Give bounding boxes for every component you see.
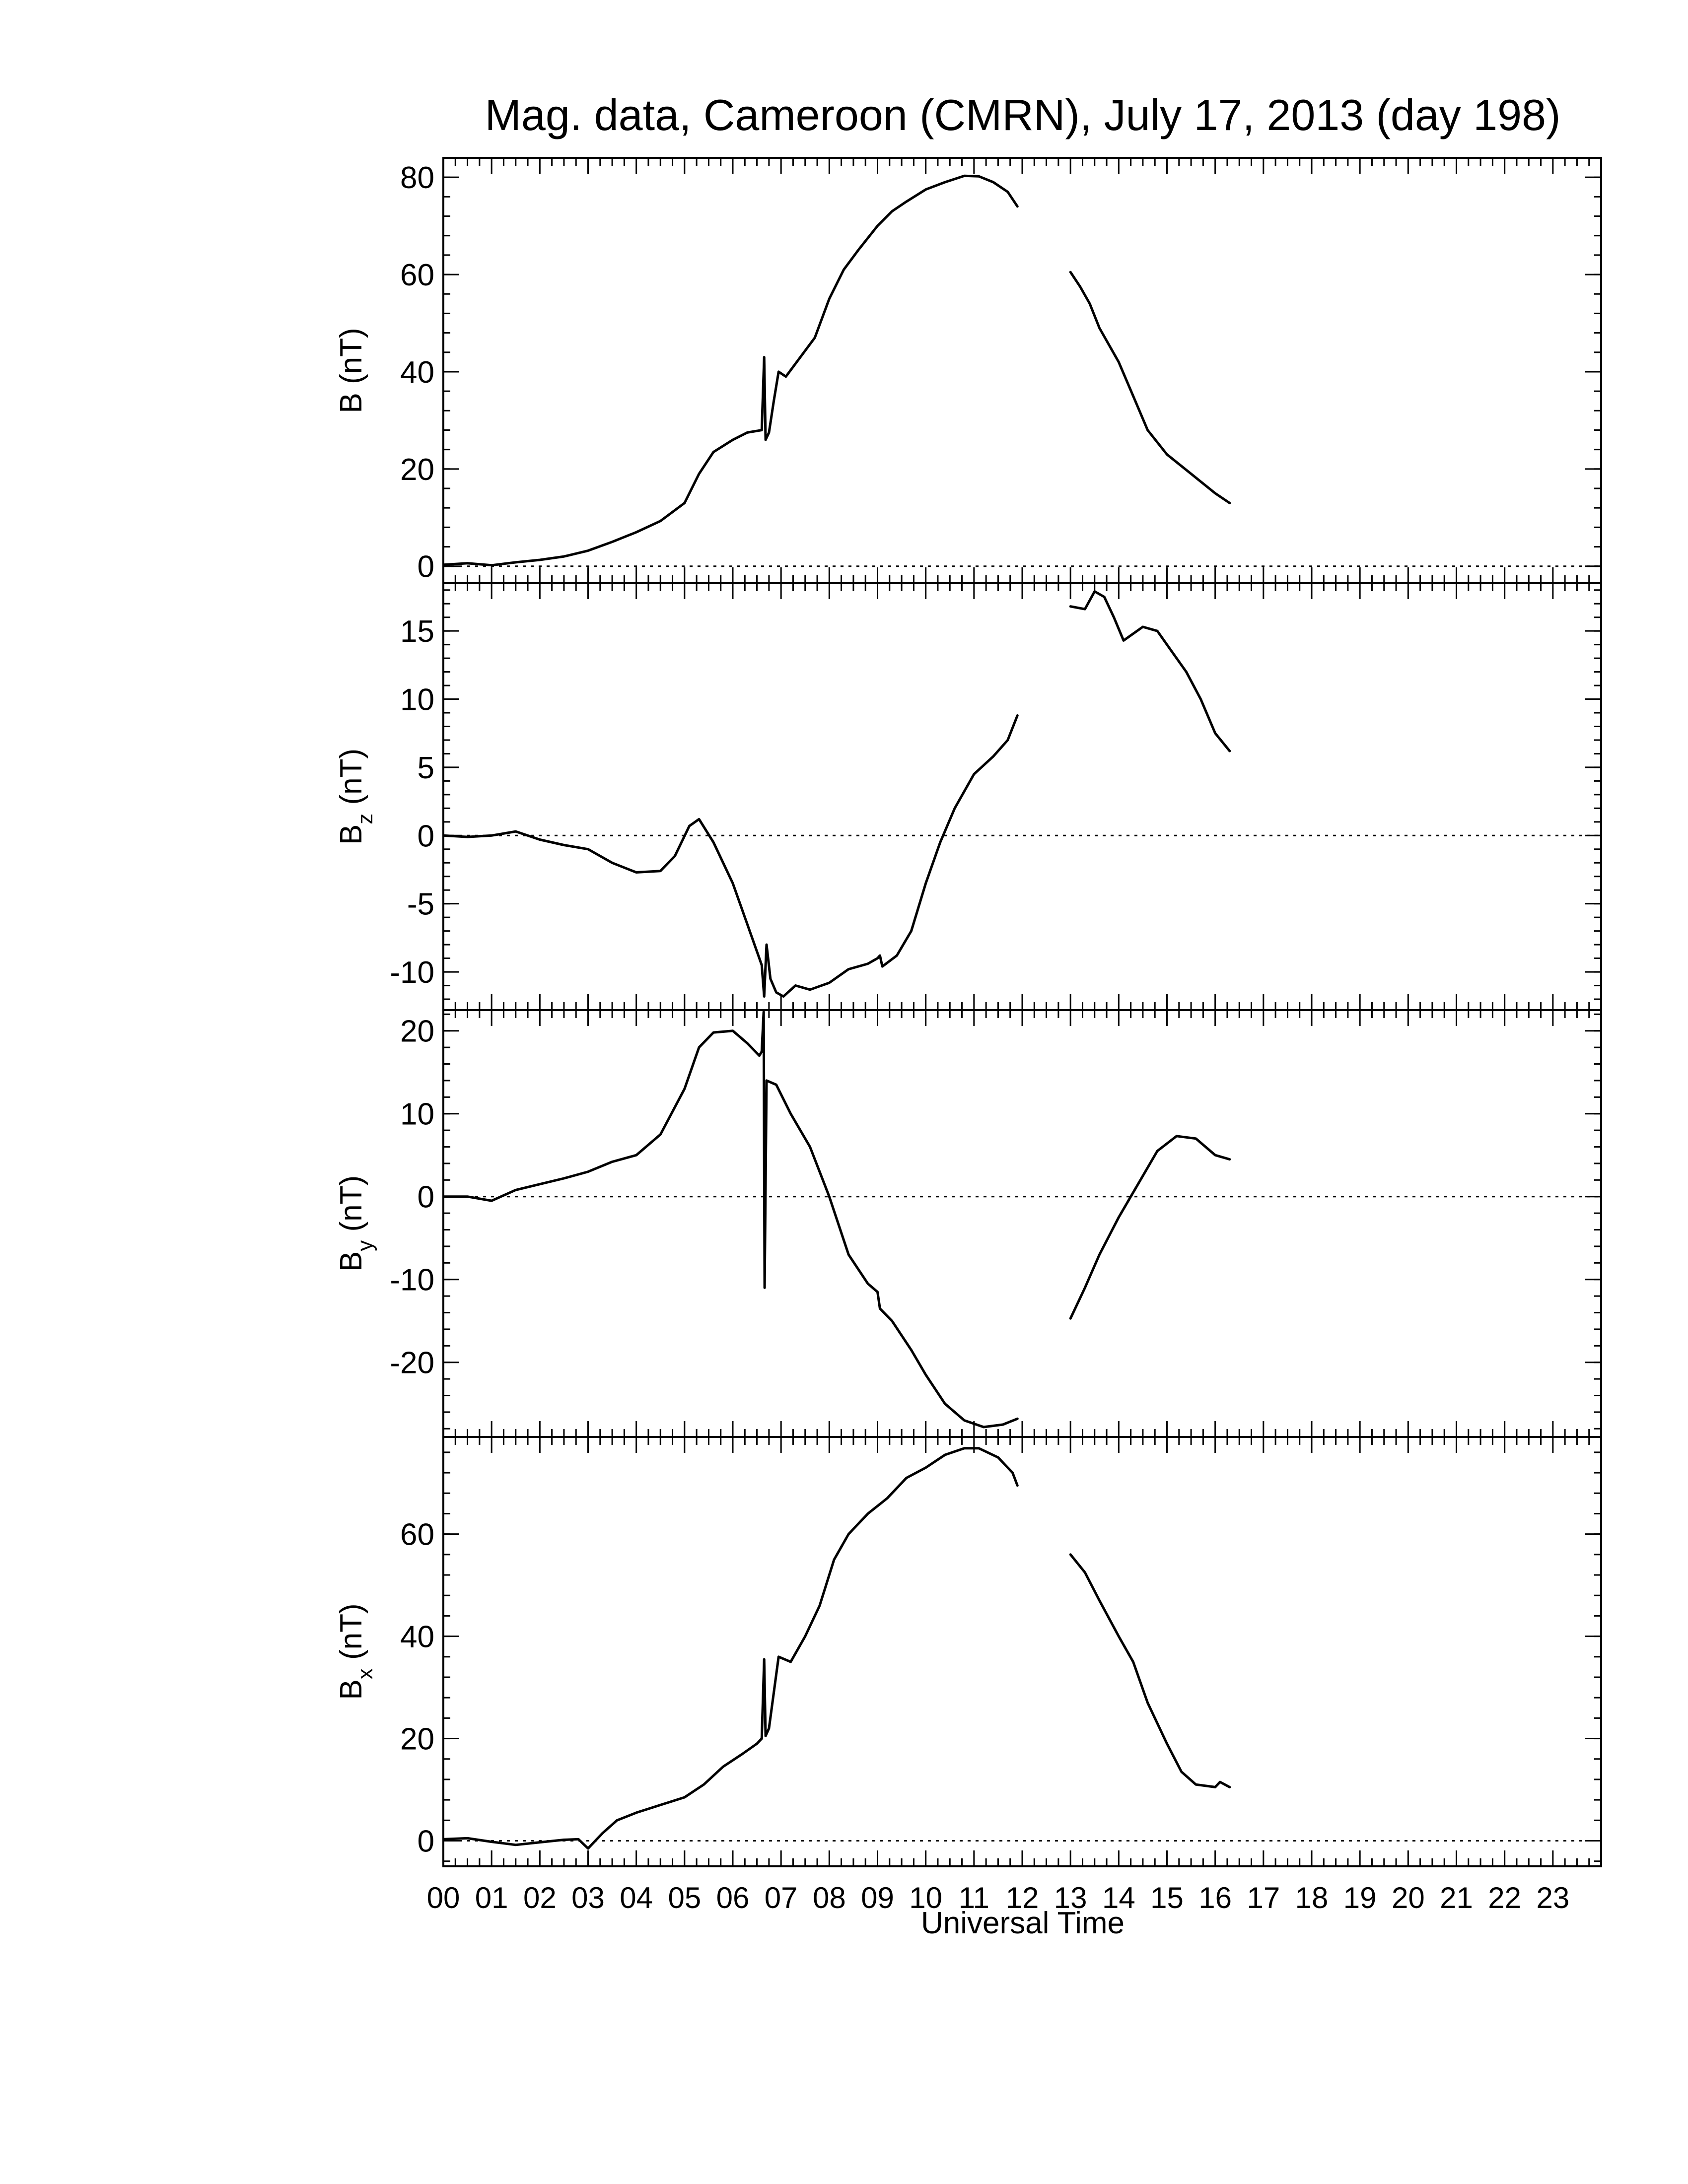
trace-Bz-segment-2 [1069,590,1231,752]
x-tick-label: 05 [668,1881,701,1914]
panel-By: -20 -10 0 10 20 By (nT) [334,1009,1602,1438]
y-tick-label: 10 [400,1097,434,1132]
trace-Bx-segment-1 [443,1447,1019,1850]
x-axis: 00 01 02 03 04 05 06 07 08 09 10 11 12 13 14 15 16 17 18 19… [427,1881,1570,1914]
y-label-unit: (nT) [334,749,368,814]
panels-group: 0 20 40 60 80 B (nT) -10 -5 0 5 10 15 Bz (nT) -20 -10 0… [334,157,1602,1867]
y-tick-label: 0 [418,1180,434,1215]
y-tick-label: 40 [400,1620,434,1654]
x-tick-label: 07 [765,1881,798,1914]
x-tick-label: 21 [1440,1881,1473,1914]
y-label-unit: (nT) [334,1175,368,1240]
y-tick-label: 20 [400,1015,434,1049]
y-label-unit: (nT) [334,328,368,393]
y-tick-label: -5 [407,887,434,922]
y-tick-label: 20 [400,1722,434,1757]
x-tick-label: 15 [1150,1881,1184,1914]
y-tick-label: 60 [400,1518,434,1552]
x-tick-label: 02 [523,1881,557,1914]
panel-B: 0 20 40 60 80 B (nT) [334,157,1602,584]
y-tick-label: 60 [400,258,434,292]
panel-frame-By [442,1009,1602,1438]
y-axis-label-Bz: Bz (nT) [334,749,377,845]
panel-frame-Bx [442,1436,1602,1867]
x-tick-label: 16 [1198,1881,1232,1914]
y-label-unit: (nT) [334,1603,368,1668]
y-label-base: B [334,1251,368,1272]
chart-title: Mag. data, Cameroon (CMRN), July 17, 201… [485,90,1561,139]
x-tick-label: 23 [1536,1881,1569,1914]
trace-By-segment-2 [1069,1135,1231,1320]
x-axis-label: Universal Time [921,1906,1125,1940]
y-label-subscript: z [353,814,377,824]
y-tick-label: 15 [400,614,434,649]
y-label-base: B [334,824,368,845]
y-label-subscript: y [353,1240,377,1251]
x-tick-label: 14 [1102,1881,1135,1914]
x-tick-label: 00 [427,1881,460,1914]
y-tick-label: -10 [390,956,434,990]
y-label-subscript: x [353,1668,377,1679]
x-tick-label: 19 [1343,1881,1377,1914]
y-label-base: B [334,393,368,413]
trace-Bx-segment-2 [1069,1553,1231,1788]
y-tick-label: 40 [400,355,434,390]
x-tick-label: 12 [1006,1881,1039,1914]
x-tick-label: 22 [1488,1881,1521,1914]
y-tick-label: 10 [400,683,434,717]
panel-frame-B [442,157,1602,584]
y-tick-label: 0 [418,1825,434,1859]
panel-Bx: 0 20 40 60 Bx (nT) [334,1436,1602,1867]
y-axis-label-Bx: Bx (nT) [334,1603,377,1700]
y-axis-label-By: By (nT) [334,1175,377,1272]
x-tick-label: 11 [959,1881,989,1914]
y-tick-label: 0 [418,550,434,584]
y-tick-label: 5 [418,751,434,785]
x-tick-label: 13 [1054,1881,1087,1914]
y-tick-label: 80 [400,161,434,195]
x-tick-label: 09 [861,1881,894,1914]
x-tick-label: 10 [909,1881,942,1914]
trace-By-segment-1 [443,1010,1019,1429]
trace-B-segment-2 [1069,271,1231,504]
x-tick-label: 01 [475,1881,508,1914]
trace-Bz-segment-1 [443,714,1019,998]
x-tick-label: 17 [1247,1881,1280,1914]
x-tick-label: 04 [620,1881,653,1914]
trace-B-segment-1 [443,174,1019,567]
y-label-base: B [334,1679,368,1700]
y-axis-label-B: B (nT) [334,328,368,413]
panel-Bz: -10 -5 0 5 10 15 Bz (nT) [334,582,1602,1011]
x-tick-label: 03 [571,1881,605,1914]
y-tick-label: -20 [390,1346,434,1380]
x-tick-label: 08 [813,1881,846,1914]
y-tick-label: -10 [390,1263,434,1297]
y-tick-label: 0 [418,819,434,853]
panel-frame-Bz [442,582,1602,1011]
y-tick-label: 20 [400,453,434,487]
x-tick-label: 18 [1295,1881,1329,1914]
x-tick-label: 20 [1392,1881,1425,1914]
x-tick-label: 06 [716,1881,750,1914]
